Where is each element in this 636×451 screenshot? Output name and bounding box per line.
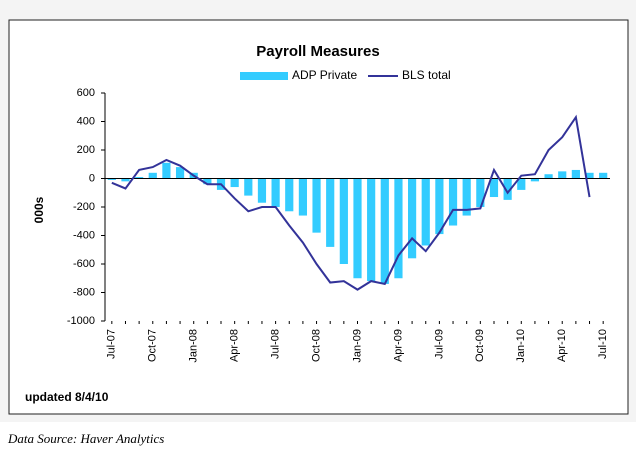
bar <box>544 174 553 179</box>
y-tick-label: -400 <box>73 229 95 241</box>
bar <box>298 178 307 216</box>
x-tick-label: Jul-10 <box>597 329 609 359</box>
bar <box>135 177 144 179</box>
bar <box>203 178 212 185</box>
chart-title: Payroll Measures <box>256 43 379 60</box>
x-tick-label: Jul-09 <box>433 329 445 359</box>
bar <box>339 178 348 264</box>
bar <box>312 178 321 233</box>
bar <box>271 178 280 207</box>
bar <box>353 178 362 279</box>
source: Data Source: Haver Analytics <box>7 431 164 446</box>
bar <box>121 178 130 182</box>
bar <box>162 162 171 179</box>
bar <box>408 178 417 259</box>
x-tick-label: Jan-09 <box>351 329 363 363</box>
bar <box>435 178 444 235</box>
bar <box>489 178 499 198</box>
legend-label: ADP Private <box>292 68 357 82</box>
bar <box>462 178 471 216</box>
bar <box>394 178 403 279</box>
bar <box>558 171 567 179</box>
x-tick-label: Apr-10 <box>556 329 568 362</box>
bar <box>230 178 239 188</box>
x-tick-label: Apr-09 <box>392 329 404 362</box>
legend-label: BLS total <box>402 68 451 82</box>
y-tick-label: 200 <box>77 144 95 156</box>
bar <box>476 178 485 207</box>
bar <box>503 178 512 200</box>
y-axis-label: 000s <box>32 196 46 223</box>
bar <box>421 178 430 246</box>
bar <box>517 178 526 190</box>
y-tick-label: -1000 <box>67 315 95 327</box>
bar <box>175 167 185 179</box>
x-tick-label: Jul-08 <box>270 329 282 359</box>
footer-bg <box>0 422 636 451</box>
x-tick-label: Jan-10 <box>515 329 527 363</box>
bar <box>530 178 540 182</box>
annotation: updated 8/4/10 <box>25 390 109 404</box>
bar <box>599 172 608 179</box>
y-tick-label: 0 <box>89 172 95 184</box>
y-tick-label: -600 <box>73 258 95 270</box>
x-tick-label: Jan-08 <box>188 329 200 363</box>
y-tick-label: 400 <box>77 115 95 127</box>
x-tick-label: Jul-07 <box>106 329 118 359</box>
bar <box>107 178 116 180</box>
bar <box>244 178 253 196</box>
y-tick-label: -800 <box>73 286 95 298</box>
bar <box>257 178 267 203</box>
x-tick-label: Oct-08 <box>310 329 322 362</box>
bar <box>571 169 580 179</box>
bar <box>148 172 157 179</box>
y-tick-label: -200 <box>73 201 95 213</box>
x-tick-label: Oct-07 <box>147 329 159 362</box>
bar <box>448 178 458 226</box>
line <box>111 114 591 291</box>
bar <box>367 178 376 282</box>
bar <box>285 178 294 212</box>
y-tick-label: 600 <box>77 87 95 99</box>
x-tick-label: Oct-09 <box>474 329 486 362</box>
x-tick-label: Apr-08 <box>229 329 241 362</box>
bar <box>380 178 389 284</box>
legend-swatch <box>240 72 288 80</box>
bar <box>326 178 335 247</box>
bar <box>585 172 594 179</box>
